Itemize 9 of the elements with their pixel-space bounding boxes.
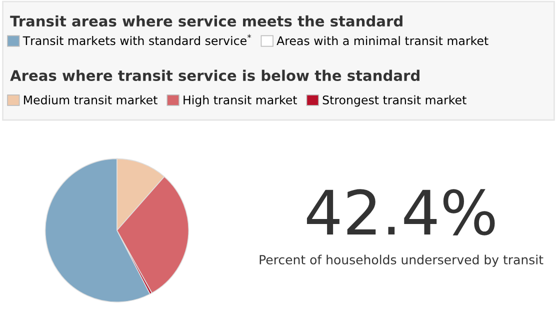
text: Transit areas where service meets the standard [10, 15, 402, 27]
legend-label: Strongest transit market [322, 95, 466, 107]
text: Areas where transit service is below the standard [10, 70, 420, 82]
text: Percent of households underserved by transit [260, 254, 544, 267]
legend-label: Transit markets with standard service$^{*}$ [22, 34, 252, 46]
legend-label: Areas with a minimal transit market [276, 36, 488, 46]
legend-label: High transit market [184, 95, 297, 107]
legend-label: Medium transit market [24, 95, 158, 104]
text: 42.4% [306, 189, 495, 236]
